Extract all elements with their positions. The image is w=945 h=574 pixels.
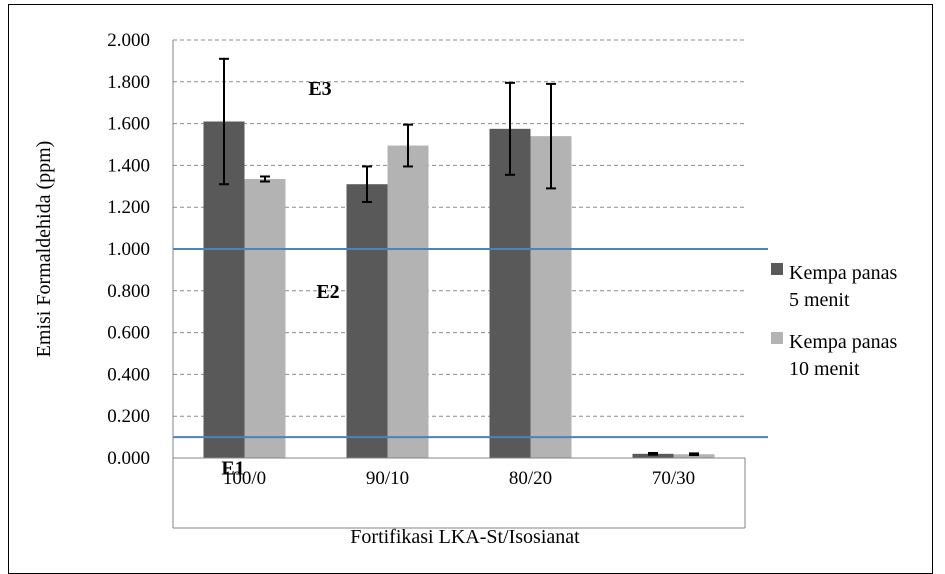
error-bars <box>219 57 699 457</box>
error-bar <box>403 123 413 168</box>
legend-swatch <box>771 332 783 344</box>
annotation-e1: E1 <box>221 457 244 479</box>
legend-item: Kempa panas 10 menit <box>771 331 898 380</box>
error-bar <box>648 451 658 456</box>
x-tick-labels: 100/0 90/10 80/20 70/30 <box>223 468 695 489</box>
bars <box>203 121 715 459</box>
y-axis-title: Emisi Formaldehida (ppm) <box>33 141 55 358</box>
bar-90-10-series-2 <box>387 145 429 459</box>
y-tick-label: 0.200 <box>107 406 150 427</box>
bar-90-10-series-1 <box>346 184 388 458</box>
annotation-e3: E3 <box>308 78 331 100</box>
y-tick-label: 0.400 <box>107 364 150 385</box>
y-tick-label: 0.800 <box>107 281 150 302</box>
bar-80-20-series-1 <box>489 128 531 458</box>
x-tick-label: 100/0 <box>223 468 266 489</box>
reference-lines <box>173 248 768 439</box>
error-bar <box>362 165 372 203</box>
axes <box>172 40 746 529</box>
y-tick-label: 1.600 <box>107 114 150 135</box>
legend-label: Kempa panas <box>789 331 898 353</box>
error-bar <box>689 452 699 457</box>
bar-100-0-series-2 <box>244 178 286 459</box>
bar-70-30-series-1 <box>632 453 674 458</box>
legend: Kempa panas 5 menit Kempa panas 10 menit <box>771 262 898 380</box>
chart-frame <box>8 4 933 574</box>
bar-80-20-series-2 <box>530 136 572 458</box>
error-bar <box>219 57 229 186</box>
bar-70-30-series-2 <box>673 454 715 458</box>
legend-label: 5 menit <box>789 289 850 311</box>
x-tick-label: 90/10 <box>366 468 409 489</box>
annotations: E3 E2 E1 <box>221 78 339 479</box>
y-tick-label: 1.800 <box>107 72 150 93</box>
legend-item: Kempa panas 5 menit <box>771 262 898 311</box>
x-tick-label: 70/30 <box>652 468 695 489</box>
y-tick-label: 0.600 <box>107 323 150 344</box>
y-tick-label: 1.200 <box>107 197 150 218</box>
y-tick-label: 0.000 <box>107 448 150 469</box>
y-tick-label: 1.400 <box>107 155 150 176</box>
y-tick-labels: 0.000 0.200 0.400 0.600 0.800 1.000 1.200 1.400… <box>107 30 150 469</box>
legend-label: Kempa panas <box>789 262 898 284</box>
legend-label: 10 menit <box>789 358 860 380</box>
y-tick-label: 1.000 <box>107 239 150 260</box>
x-tick-label: 80/20 <box>509 468 552 489</box>
y-tick-label: 2.000 <box>107 30 150 51</box>
legend-swatch <box>771 263 783 275</box>
x-axis-title: Fortifikasi LKA-St/Isosianat <box>350 526 580 548</box>
error-bar <box>505 81 515 176</box>
error-bar <box>546 82 556 190</box>
annotation-e2: E2 <box>316 281 339 303</box>
error-bar <box>260 175 270 183</box>
